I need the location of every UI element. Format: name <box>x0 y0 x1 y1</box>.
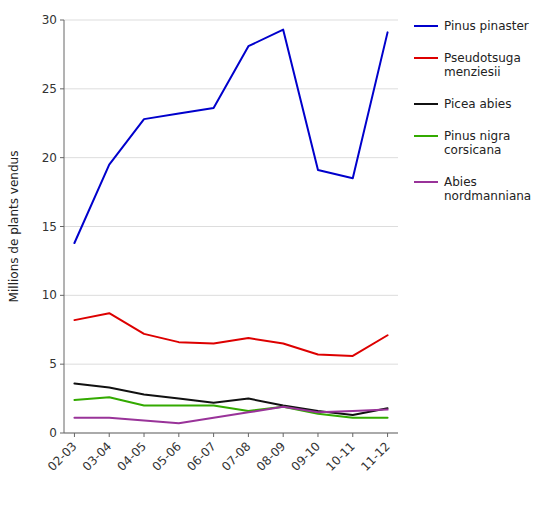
legend-label: Pinus pinaster <box>444 19 529 33</box>
y-axis-line <box>64 20 65 433</box>
y-axis-label: Millions de plants vendus <box>7 151 21 303</box>
legend-swatch <box>414 181 438 183</box>
y-tick <box>60 226 64 227</box>
x-tick-label: 04-05 <box>115 439 150 474</box>
legend: Pinus pinaster Pseudotsugamenziesii Picea … <box>414 19 531 203</box>
grid-line <box>64 295 398 296</box>
x-tick <box>387 433 388 437</box>
x-tick <box>144 433 145 437</box>
x-tick <box>283 433 284 437</box>
x-tick-label: 09-10 <box>289 439 324 474</box>
x-tick-label: 03-04 <box>80 439 115 474</box>
y-tick <box>60 295 64 296</box>
x-tick <box>178 433 179 437</box>
y-tick-label: 5 <box>49 357 57 371</box>
grid-line <box>64 20 398 21</box>
legend-swatch <box>414 25 438 27</box>
x-tick-label: 07-08 <box>219 439 254 474</box>
legend-swatch <box>414 135 438 137</box>
grid-line <box>64 433 398 434</box>
plot-lines <box>74 30 387 424</box>
x-tick-label: 10-11 <box>323 439 358 474</box>
x-tick <box>74 433 75 437</box>
grid-line <box>64 226 398 227</box>
y-tick-label: 20 <box>42 151 57 165</box>
x-tick <box>109 433 110 437</box>
legend-label: Abiesnordmanniana <box>444 175 531 203</box>
y-tick <box>60 433 64 434</box>
legend-label-line: nordmanniana <box>444 189 531 203</box>
chart-svg: 0 5 10 15 20 25 30 02-0303-0404-0505-0606-0707-… <box>0 0 548 505</box>
chart-container: 0 5 10 15 20 25 30 02-0303-0404-0505-0606-0707-… <box>0 0 548 505</box>
legend-label-line: Abies <box>444 175 477 189</box>
legend-swatch <box>414 57 438 59</box>
y-tick-label: 30 <box>42 13 57 27</box>
x-axis: 02-0303-0404-0505-0606-0707-0808-0909-10… <box>45 433 393 474</box>
x-tick-label: 08-09 <box>254 439 289 474</box>
y-tick-label: 25 <box>42 82 57 96</box>
y-tick <box>60 364 64 365</box>
grid-line <box>64 364 398 365</box>
legend-label: Pseudotsugamenziesii <box>444 51 521 79</box>
grid <box>64 20 398 433</box>
legend-label-line: Pseudotsuga <box>444 51 521 65</box>
legend-label-line: Picea abies <box>444 97 511 111</box>
x-tick <box>352 433 353 437</box>
x-tick-label: 05-06 <box>149 439 184 474</box>
x-tick-label: 11-12 <box>358 439 393 474</box>
x-tick <box>213 433 214 437</box>
series-line <box>74 407 387 424</box>
x-tick-label: 02-03 <box>45 439 80 474</box>
x-tick <box>317 433 318 437</box>
y-tick <box>60 88 64 89</box>
legend-label: Picea abies <box>444 97 511 111</box>
legend-label-line: corsicana <box>444 143 501 157</box>
series-line <box>74 313 387 356</box>
x-tick-label: 06-07 <box>184 439 219 474</box>
y-tick-label: 15 <box>42 220 57 234</box>
legend-label-line: Pinus pinaster <box>444 19 529 33</box>
x-tick <box>248 433 249 437</box>
y-axis: 0 5 10 15 20 25 30 <box>42 13 64 440</box>
y-tick <box>60 20 64 21</box>
legend-label-line: Pinus nigra <box>444 129 510 143</box>
y-tick-label: 10 <box>42 288 57 302</box>
series-line <box>74 30 387 243</box>
y-tick <box>60 157 64 158</box>
legend-label: Pinus nigracorsicana <box>444 129 510 157</box>
legend-label-line: menziesii <box>444 65 501 79</box>
y-tick-label: 0 <box>49 426 57 440</box>
legend-swatch <box>414 103 438 105</box>
x-axis-line <box>64 433 398 434</box>
grid-line <box>64 88 398 89</box>
